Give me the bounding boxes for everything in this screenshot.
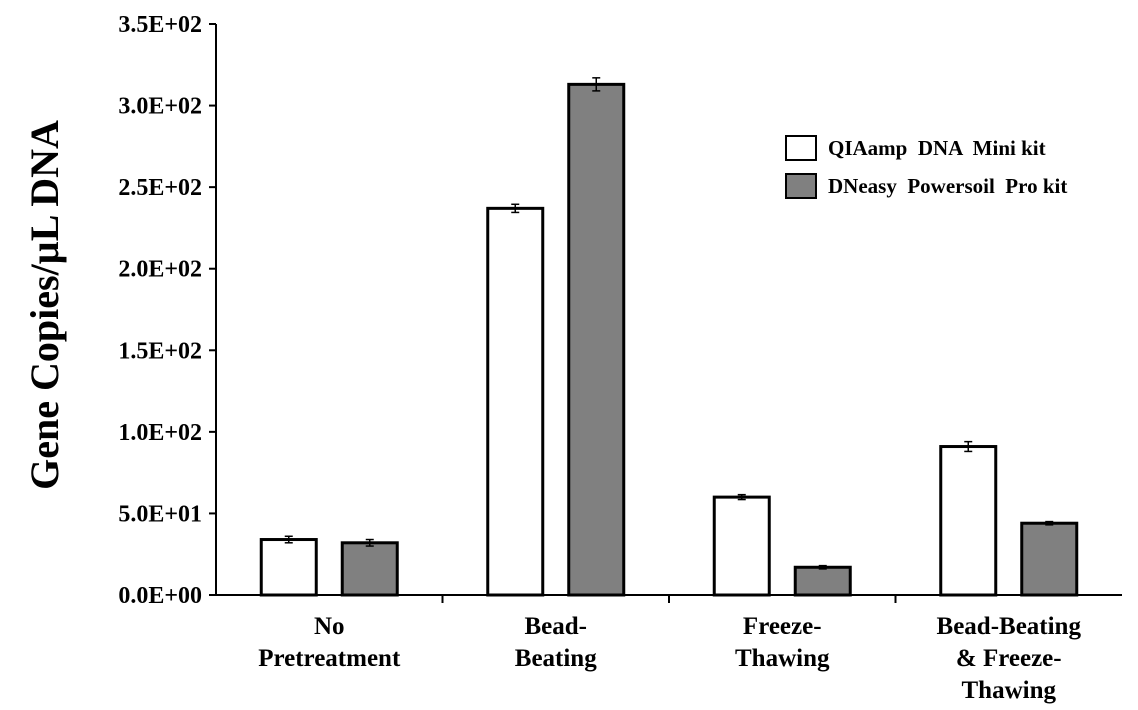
error-bar	[1045, 520, 1054, 526]
y-tick-label: 2.5E+02	[118, 175, 202, 201]
error-bar	[964, 440, 973, 453]
y-tick-label: 0.0E+00	[118, 583, 202, 609]
legend-swatch	[785, 173, 817, 199]
x-category-label: Thawing	[962, 677, 1057, 704]
bar-dneasy	[340, 541, 399, 597]
bars	[259, 77, 1079, 597]
x-category-label: Beating	[515, 645, 597, 672]
x-category-label: No	[314, 613, 345, 640]
y-tick-label: 1.5E+02	[118, 338, 202, 364]
x-category-label: Bead-	[525, 613, 588, 640]
y-axis-label: Gene Copies/µL DNA	[22, 120, 67, 490]
x-category-label: & Freeze-	[956, 645, 1062, 672]
y-tick-label: 5.0E+01	[118, 501, 202, 527]
bar-qiaamp	[712, 495, 771, 597]
error-bar	[818, 564, 827, 570]
x-category-label: Pretreatment	[258, 645, 401, 672]
bar-dneasy	[793, 565, 852, 597]
x-axis-labels: NoPretreatmentBead-BeatingFreeze-Thawing…	[258, 613, 1081, 704]
bar-dneasy	[567, 82, 626, 597]
x-category-label: Bead-Beating	[937, 613, 1082, 640]
y-tick-label: 3.0E+02	[118, 94, 202, 120]
error-bar	[511, 203, 520, 214]
legend: QIAamp DNA Mini kit DNeasy Powersoil Pro …	[785, 135, 1067, 199]
x-category-label: Freeze-	[743, 613, 822, 640]
x-category-label: Thawing	[735, 645, 830, 672]
error-bar	[592, 77, 601, 92]
error-bar	[365, 538, 374, 547]
y-tick-label: 2.0E+02	[118, 257, 202, 283]
y-ticks: 0.0E+00 5.0E+01 1.0E+02 1.5E+02 2.0E+02 2.5E+…	[118, 12, 216, 609]
bar-qiaamp	[259, 538, 318, 597]
bar-qiaamp	[939, 445, 998, 597]
y-tick-label: 3.5E+02	[118, 12, 202, 38]
bar-qiaamp	[486, 206, 545, 597]
error-bar	[284, 535, 293, 544]
legend-label: QIAamp DNA Mini kit	[828, 136, 1046, 160]
legend-swatch	[785, 135, 817, 161]
error-bar	[737, 493, 746, 501]
bar-dneasy	[1020, 521, 1079, 597]
legend-label: DNeasy Powersoil Pro kit	[828, 174, 1067, 198]
y-tick-label: 1.0E+02	[118, 420, 202, 446]
